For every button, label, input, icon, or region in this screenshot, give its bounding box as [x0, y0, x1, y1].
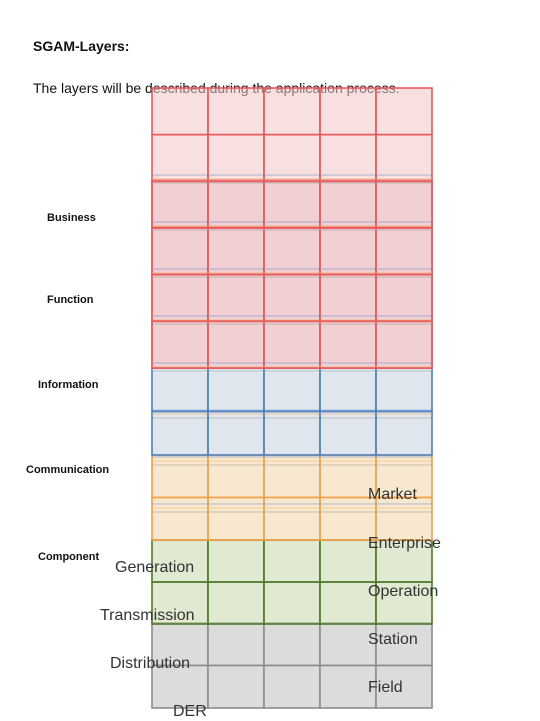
plane-communication-cell [319, 454, 377, 499]
plane-business-cell [375, 227, 433, 276]
plane-business-cell [375, 320, 433, 369]
plane-information-cell [207, 410, 265, 456]
plane-component-cell [319, 581, 377, 625]
plane-business-cell [151, 133, 209, 183]
plane-component [151, 539, 433, 625]
plane-business-cell [375, 273, 433, 323]
plane-business-cell [263, 320, 321, 369]
plane-base-cell [151, 664, 209, 709]
plane-business-cell [319, 180, 377, 229]
domain-label-transmission: Transmission [100, 607, 195, 624]
plane-business-cell [375, 180, 433, 229]
plane-business-cell [263, 133, 321, 183]
plane-business-cell [151, 227, 209, 276]
plane-business-cell [263, 87, 321, 136]
plane-information-cell [319, 410, 377, 456]
domain-label-generation: Generation [115, 559, 195, 576]
plane-base-cell [319, 664, 377, 709]
plane-business-cell [319, 87, 377, 136]
zone-label-market: Market [368, 486, 417, 503]
plane-business-cell [375, 87, 433, 136]
plane-business-cell [151, 87, 209, 136]
plane-communication-cell [375, 454, 433, 499]
plane-component-cell [207, 581, 265, 625]
plane-component-cell [207, 539, 265, 583]
plane-business-cell [207, 180, 265, 229]
zone-label-operation: Operation [368, 583, 439, 600]
domain-label-der: DER [173, 703, 207, 720]
plane-business-cell [319, 227, 377, 276]
plane-business-cell [151, 320, 209, 369]
plane-business-cell [151, 273, 209, 323]
plane-business-cell [319, 320, 377, 369]
plane-base-cell [263, 622, 321, 667]
plane-information-cell [151, 410, 209, 456]
plane-information-cell [375, 367, 433, 413]
plane-business [151, 87, 433, 369]
page-heading: SGAM-Layers: [33, 38, 130, 54]
plane-component-cell [263, 581, 321, 625]
plane-communication [151, 454, 433, 541]
plane-business-cell [207, 133, 265, 183]
plane-information-cell [263, 410, 321, 456]
plane-information-cell [375, 410, 433, 456]
plane-communication-cell [263, 496, 321, 541]
plane-base-cell [263, 664, 321, 709]
plane-business-cell [263, 180, 321, 229]
plane-component-cell [375, 581, 433, 625]
plane-component-cell [151, 581, 209, 625]
plane-component-cell [263, 539, 321, 583]
plane-base-cell [151, 622, 209, 667]
plane-information-cell [151, 367, 209, 413]
layer-label-business: Business [47, 212, 96, 224]
plane-business-cell [151, 180, 209, 229]
layer-label-component: Component [38, 551, 100, 563]
layer-label-communication: Communication [26, 464, 110, 476]
plane-communication-cell [151, 496, 209, 541]
plane-base [151, 622, 433, 709]
plane-business-cell [207, 320, 265, 369]
layer-label-function: Function [47, 294, 94, 306]
layer-label-information: Information [38, 379, 99, 391]
plane-information-cell [207, 367, 265, 413]
plane-business-cell [207, 87, 265, 136]
plane-information-cell [319, 367, 377, 413]
plane-business-cell [319, 273, 377, 323]
plane-communication-cell [375, 496, 433, 541]
plane-offset-lines [152, 174, 432, 513]
plane-business-cell [207, 273, 265, 323]
plane-business-cell [207, 227, 265, 276]
domain-label-distribution: Distribution [110, 655, 191, 672]
plane-business-cell [263, 227, 321, 276]
plane-business-cell [319, 133, 377, 183]
plane-business-cell [375, 133, 433, 183]
plane-base-cell [207, 622, 265, 667]
plane-business-cell [263, 273, 321, 323]
plane-base-cell [207, 664, 265, 709]
plane-base-cell [375, 664, 433, 709]
plane-communication-cell [319, 496, 377, 541]
zone-label-enterprise: Enterprise [368, 535, 441, 552]
zone-label-field: Field [368, 679, 403, 696]
plane-information [151, 367, 433, 456]
zone-label-station: Station [368, 631, 418, 648]
plane-information-cell [263, 367, 321, 413]
